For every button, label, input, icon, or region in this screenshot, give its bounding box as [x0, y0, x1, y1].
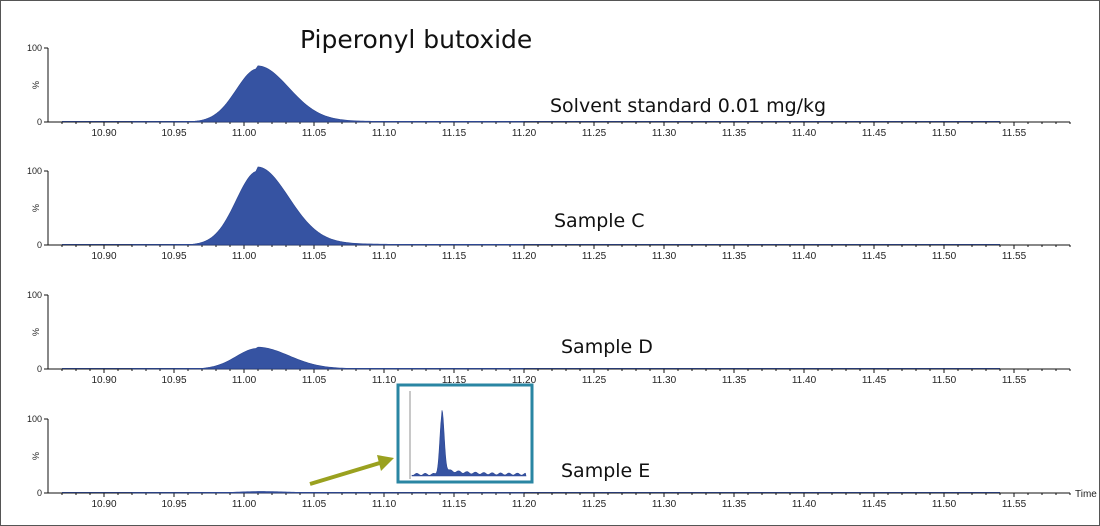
y-tick-label: 0 [37, 240, 42, 250]
x-tick-label: 11.35 [722, 375, 747, 386]
y-tick-label: 0 [37, 488, 42, 498]
x-tick-label: 11.50 [932, 128, 957, 139]
x-tick-label: 11.55 [1002, 375, 1027, 386]
y-tick-label: 100 [27, 166, 42, 176]
x-tick-label: 11.25 [582, 499, 607, 510]
x-tick-label: 11.05 [302, 499, 327, 510]
x-tick-label: 10.95 [161, 499, 186, 510]
y-tick-label: 0 [37, 364, 42, 374]
y-tick-label: 100 [27, 414, 42, 424]
x-tick-label: 11.40 [792, 128, 817, 139]
x-tick-label: 11.00 [232, 128, 257, 139]
x-tick-label: 11.15 [442, 251, 467, 262]
series-label: Sample D [561, 336, 653, 358]
panel-sample-d: 0 100% 10.90 10.95 11.00 11.05 11.10 11.15 11.20… [27, 290, 1071, 386]
x-tick-label: 11.25 [582, 128, 607, 139]
x-tick-label: 10.95 [161, 375, 186, 386]
x-tick-label: 11.00 [232, 375, 257, 386]
x-tick-label: 11.20 [512, 375, 537, 386]
x-tick-label: 11.15 [442, 499, 467, 510]
x-tick-label: 11.10 [372, 251, 397, 262]
x-tick-label: 11.30 [652, 251, 677, 262]
x-tick-label: 10.90 [91, 499, 116, 510]
x-tick-label: 11.55 [1002, 251, 1027, 262]
peak-area [132, 166, 525, 246]
inset-peak-area [411, 410, 527, 477]
x-tick-label: 11.35 [722, 128, 747, 139]
x-tick-label: 11.50 [932, 375, 957, 386]
y-axis-label: % [31, 204, 41, 212]
x-tick-label: 11.50 [932, 499, 957, 510]
x-tick-label: 11.00 [232, 499, 257, 510]
arrow-shaft [309, 460, 384, 486]
x-tick-label: 11.00 [232, 251, 257, 262]
x-tick-label: 11.05 [302, 128, 327, 139]
x-tick-label: 11.35 [722, 499, 747, 510]
y-tick-label: 0 [37, 117, 42, 127]
x-tick-label: 10.95 [161, 128, 186, 139]
x-tick-label: 11.05 [302, 251, 327, 262]
chart-title: Piperonyl butoxide [300, 25, 532, 54]
panel-solvent-standard-0-01-mg-kg: 0 100% 10.90 10.95 11.00 11.05 11.10 11.15 11.20… [27, 43, 1071, 139]
y-tick-label: 100 [27, 290, 42, 300]
x-tick-label: 11.10 [372, 375, 397, 386]
x-tick-label: 11.10 [372, 499, 397, 510]
x-tick-label: 11.55 [1002, 499, 1027, 510]
x-tick-label: 11.20 [512, 128, 537, 139]
x-tick-label: 11.45 [862, 375, 887, 386]
series-label: Sample C [554, 210, 645, 232]
x-tick-label: 11.30 [652, 128, 677, 139]
x-tick-label: 11.35 [722, 251, 747, 262]
x-axis-label: Time [1075, 489, 1097, 500]
panel-sample-e: 0 100% 10.90 10.95 11.00 11.05 11.10 11.15 11.20… [27, 414, 1097, 510]
x-tick-label: 11.20 [512, 499, 537, 510]
x-tick-label: 10.90 [91, 375, 116, 386]
y-tick-label: 100 [27, 43, 42, 53]
x-tick-label: 11.40 [792, 499, 817, 510]
x-tick-label: 10.90 [91, 251, 116, 262]
series-label: Solvent standard 0.01 mg/kg [550, 95, 826, 117]
x-tick-label: 11.15 [442, 128, 467, 139]
sample-e-inset [396, 383, 534, 484]
x-tick-label: 11.50 [932, 251, 957, 262]
panel-sample-c: 0 100% 10.90 10.95 11.00 11.05 11.10 11.15 11.20… [27, 166, 1071, 262]
x-tick-label: 11.45 [862, 499, 887, 510]
inset-frame [396, 383, 534, 484]
arrow-head [377, 455, 394, 471]
x-tick-label: 10.90 [91, 128, 116, 139]
x-tick-label: 11.45 [862, 128, 887, 139]
x-tick-label: 10.95 [161, 251, 186, 262]
y-axis-label: % [31, 328, 41, 336]
x-tick-label: 11.05 [302, 375, 327, 386]
series-label: Sample E [561, 460, 650, 482]
x-tick-label: 11.45 [862, 251, 887, 262]
x-tick-label: 11.30 [652, 375, 677, 386]
x-tick-label: 11.10 [372, 128, 397, 139]
y-axis-label: % [31, 452, 41, 460]
x-tick-label: 11.25 [582, 375, 607, 386]
chromatogram-panels: 0 100% 10.90 10.95 11.00 11.05 11.10 11.15 11.20… [27, 43, 1097, 510]
x-tick-label: 11.55 [1002, 128, 1027, 139]
x-tick-label: 11.40 [792, 375, 817, 386]
peak-area [132, 65, 525, 123]
x-tick-label: 11.20 [512, 251, 537, 262]
x-tick-label: 11.15 [442, 375, 467, 386]
highlight-arrow [309, 455, 394, 486]
x-tick-label: 11.30 [652, 499, 677, 510]
x-tick-label: 11.40 [792, 251, 817, 262]
y-axis-label: % [31, 81, 41, 89]
peak-area [132, 346, 525, 370]
x-tick-label: 11.25 [582, 251, 607, 262]
